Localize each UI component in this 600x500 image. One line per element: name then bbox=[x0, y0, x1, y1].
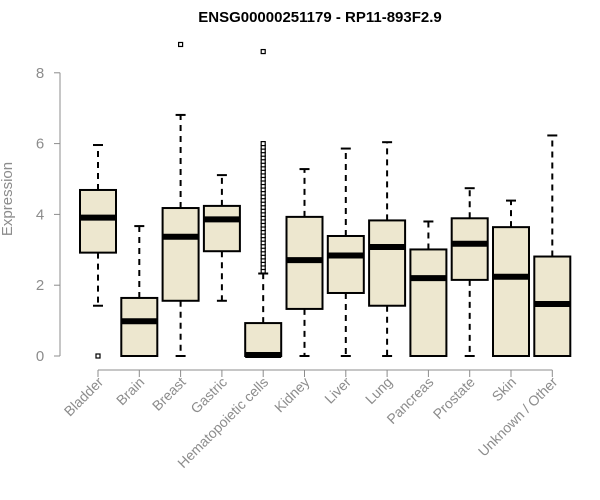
box-iqr bbox=[79, 188, 117, 254]
box-liver bbox=[326, 147, 365, 357]
y-tick-label: 4 bbox=[36, 206, 44, 223]
box-iqr bbox=[409, 248, 448, 357]
x-tick-label: Lung bbox=[362, 374, 395, 407]
box-unknown-other bbox=[533, 134, 572, 357]
chart-title: ENSG00000251179 - RP11-893F2.9 bbox=[198, 9, 442, 26]
box-pancreas bbox=[409, 220, 448, 357]
y-tick-label: 8 bbox=[36, 65, 44, 82]
outlier-point bbox=[260, 141, 266, 147]
box-iqr bbox=[326, 234, 365, 294]
outlier-point bbox=[260, 48, 266, 55]
x-tick-label: Kidney bbox=[271, 374, 313, 416]
box-iqr bbox=[492, 226, 530, 357]
box-iqr bbox=[202, 204, 241, 253]
box-kidney bbox=[285, 168, 324, 357]
y-tick-label: 6 bbox=[36, 136, 44, 153]
x-tick-label: Breast bbox=[149, 374, 189, 414]
box-lung bbox=[368, 141, 407, 357]
box-iqr bbox=[244, 322, 283, 358]
box-prostate bbox=[450, 187, 489, 357]
box-hematopoietic-cells bbox=[244, 48, 283, 358]
x-tick-label: Liver bbox=[321, 374, 354, 407]
y-axis-label: Expression bbox=[0, 162, 16, 236]
box-iqr bbox=[450, 217, 489, 281]
x-tick-label: Brain bbox=[113, 374, 147, 408]
outlier-point bbox=[178, 41, 184, 48]
y-tick-label: 0 bbox=[36, 348, 44, 365]
box-breast bbox=[161, 41, 200, 357]
x-tick-label: Skin bbox=[489, 374, 520, 405]
boxes-group bbox=[79, 41, 572, 359]
box-bladder bbox=[79, 144, 117, 359]
x-tick-label: Prostate bbox=[430, 374, 478, 422]
y-tick-label: 2 bbox=[36, 277, 44, 294]
box-brain bbox=[120, 225, 159, 357]
y-axis: 0 2 4 6 8 bbox=[36, 65, 61, 365]
outlier-point bbox=[95, 353, 101, 359]
box-iqr bbox=[120, 296, 159, 357]
box-iqr bbox=[161, 207, 200, 302]
box-iqr bbox=[368, 219, 407, 307]
box-skin bbox=[492, 199, 530, 357]
x-tick-label: Bladder bbox=[61, 374, 107, 420]
box-gastric bbox=[202, 174, 241, 302]
